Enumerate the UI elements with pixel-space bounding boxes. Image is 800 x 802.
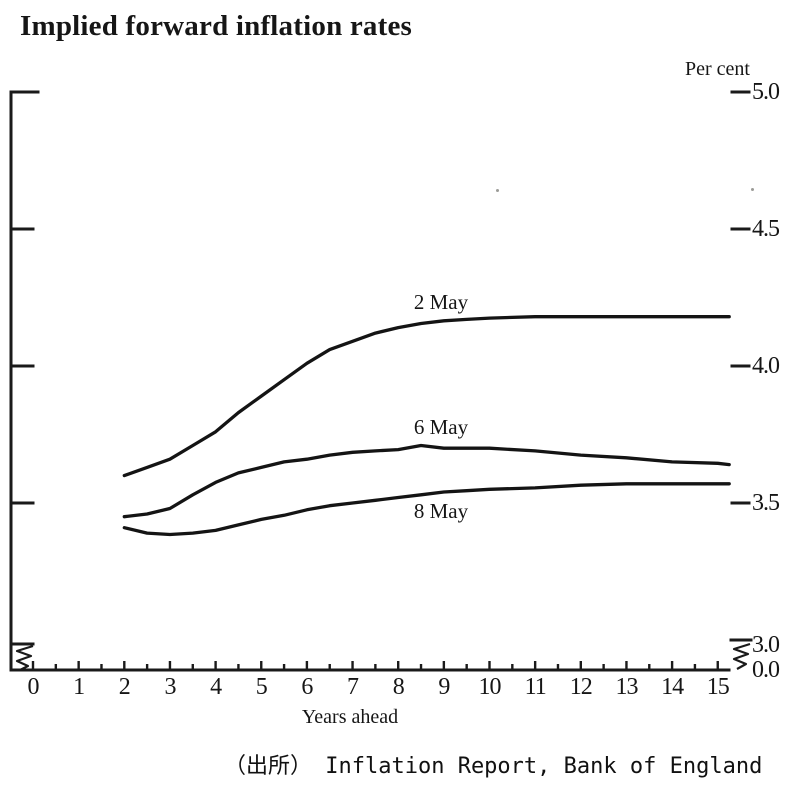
x-tick-label: 11 (524, 674, 547, 700)
x-tick-label: 8 (392, 674, 405, 700)
x-tick-label: 12 (569, 674, 593, 700)
scan-speck (496, 189, 499, 192)
y-tick-label: 4.0 (752, 353, 780, 379)
y-tick-label: 3.0 (752, 632, 780, 658)
x-tick-label: 14 (661, 674, 684, 700)
axes-frame (9, 90, 731, 672)
x-tick-label: 13 (615, 674, 638, 700)
chart-title: Implied forward inflation rates (20, 10, 413, 42)
series-line-6-may (122, 443, 731, 519)
series-label-2-may: 2 May (413, 290, 469, 314)
x-tick-label: 0 (27, 674, 40, 700)
y-tick-label: 3.5 (752, 490, 780, 516)
series-label-6-may: 6 May (413, 415, 469, 439)
y-tick-label: 5.0 (752, 79, 780, 105)
source-caption: （出所） Inflation Report, Bank of England (224, 754, 763, 779)
series-label-8-may: 8 May (413, 499, 469, 523)
y-tick-label: 4.5 (752, 216, 780, 242)
x-tick-label: 6 (301, 674, 313, 700)
x-tick-label: 1 (73, 674, 85, 700)
x-tick-label: 9 (438, 674, 450, 700)
series-line-2-may (122, 315, 731, 478)
y-axis-unit-label: Per cent (685, 58, 750, 80)
x-tick-label: 10 (478, 674, 502, 700)
x-tick-label: 7 (347, 674, 359, 700)
x-axis-title: Years ahead (301, 706, 399, 728)
series-line-8-may (122, 482, 731, 537)
axis-break-right (732, 642, 751, 670)
y-tick-label: 0.0 (752, 657, 780, 683)
x-tick-label: 2 (118, 674, 131, 700)
scan-speck (751, 188, 754, 191)
x-tick-label: 3 (164, 674, 176, 700)
x-tick-label: 4 (210, 674, 222, 700)
x-tick-label: 5 (255, 674, 268, 700)
axis-break-left (15, 644, 34, 671)
x-tick-label: 15 (706, 674, 730, 700)
